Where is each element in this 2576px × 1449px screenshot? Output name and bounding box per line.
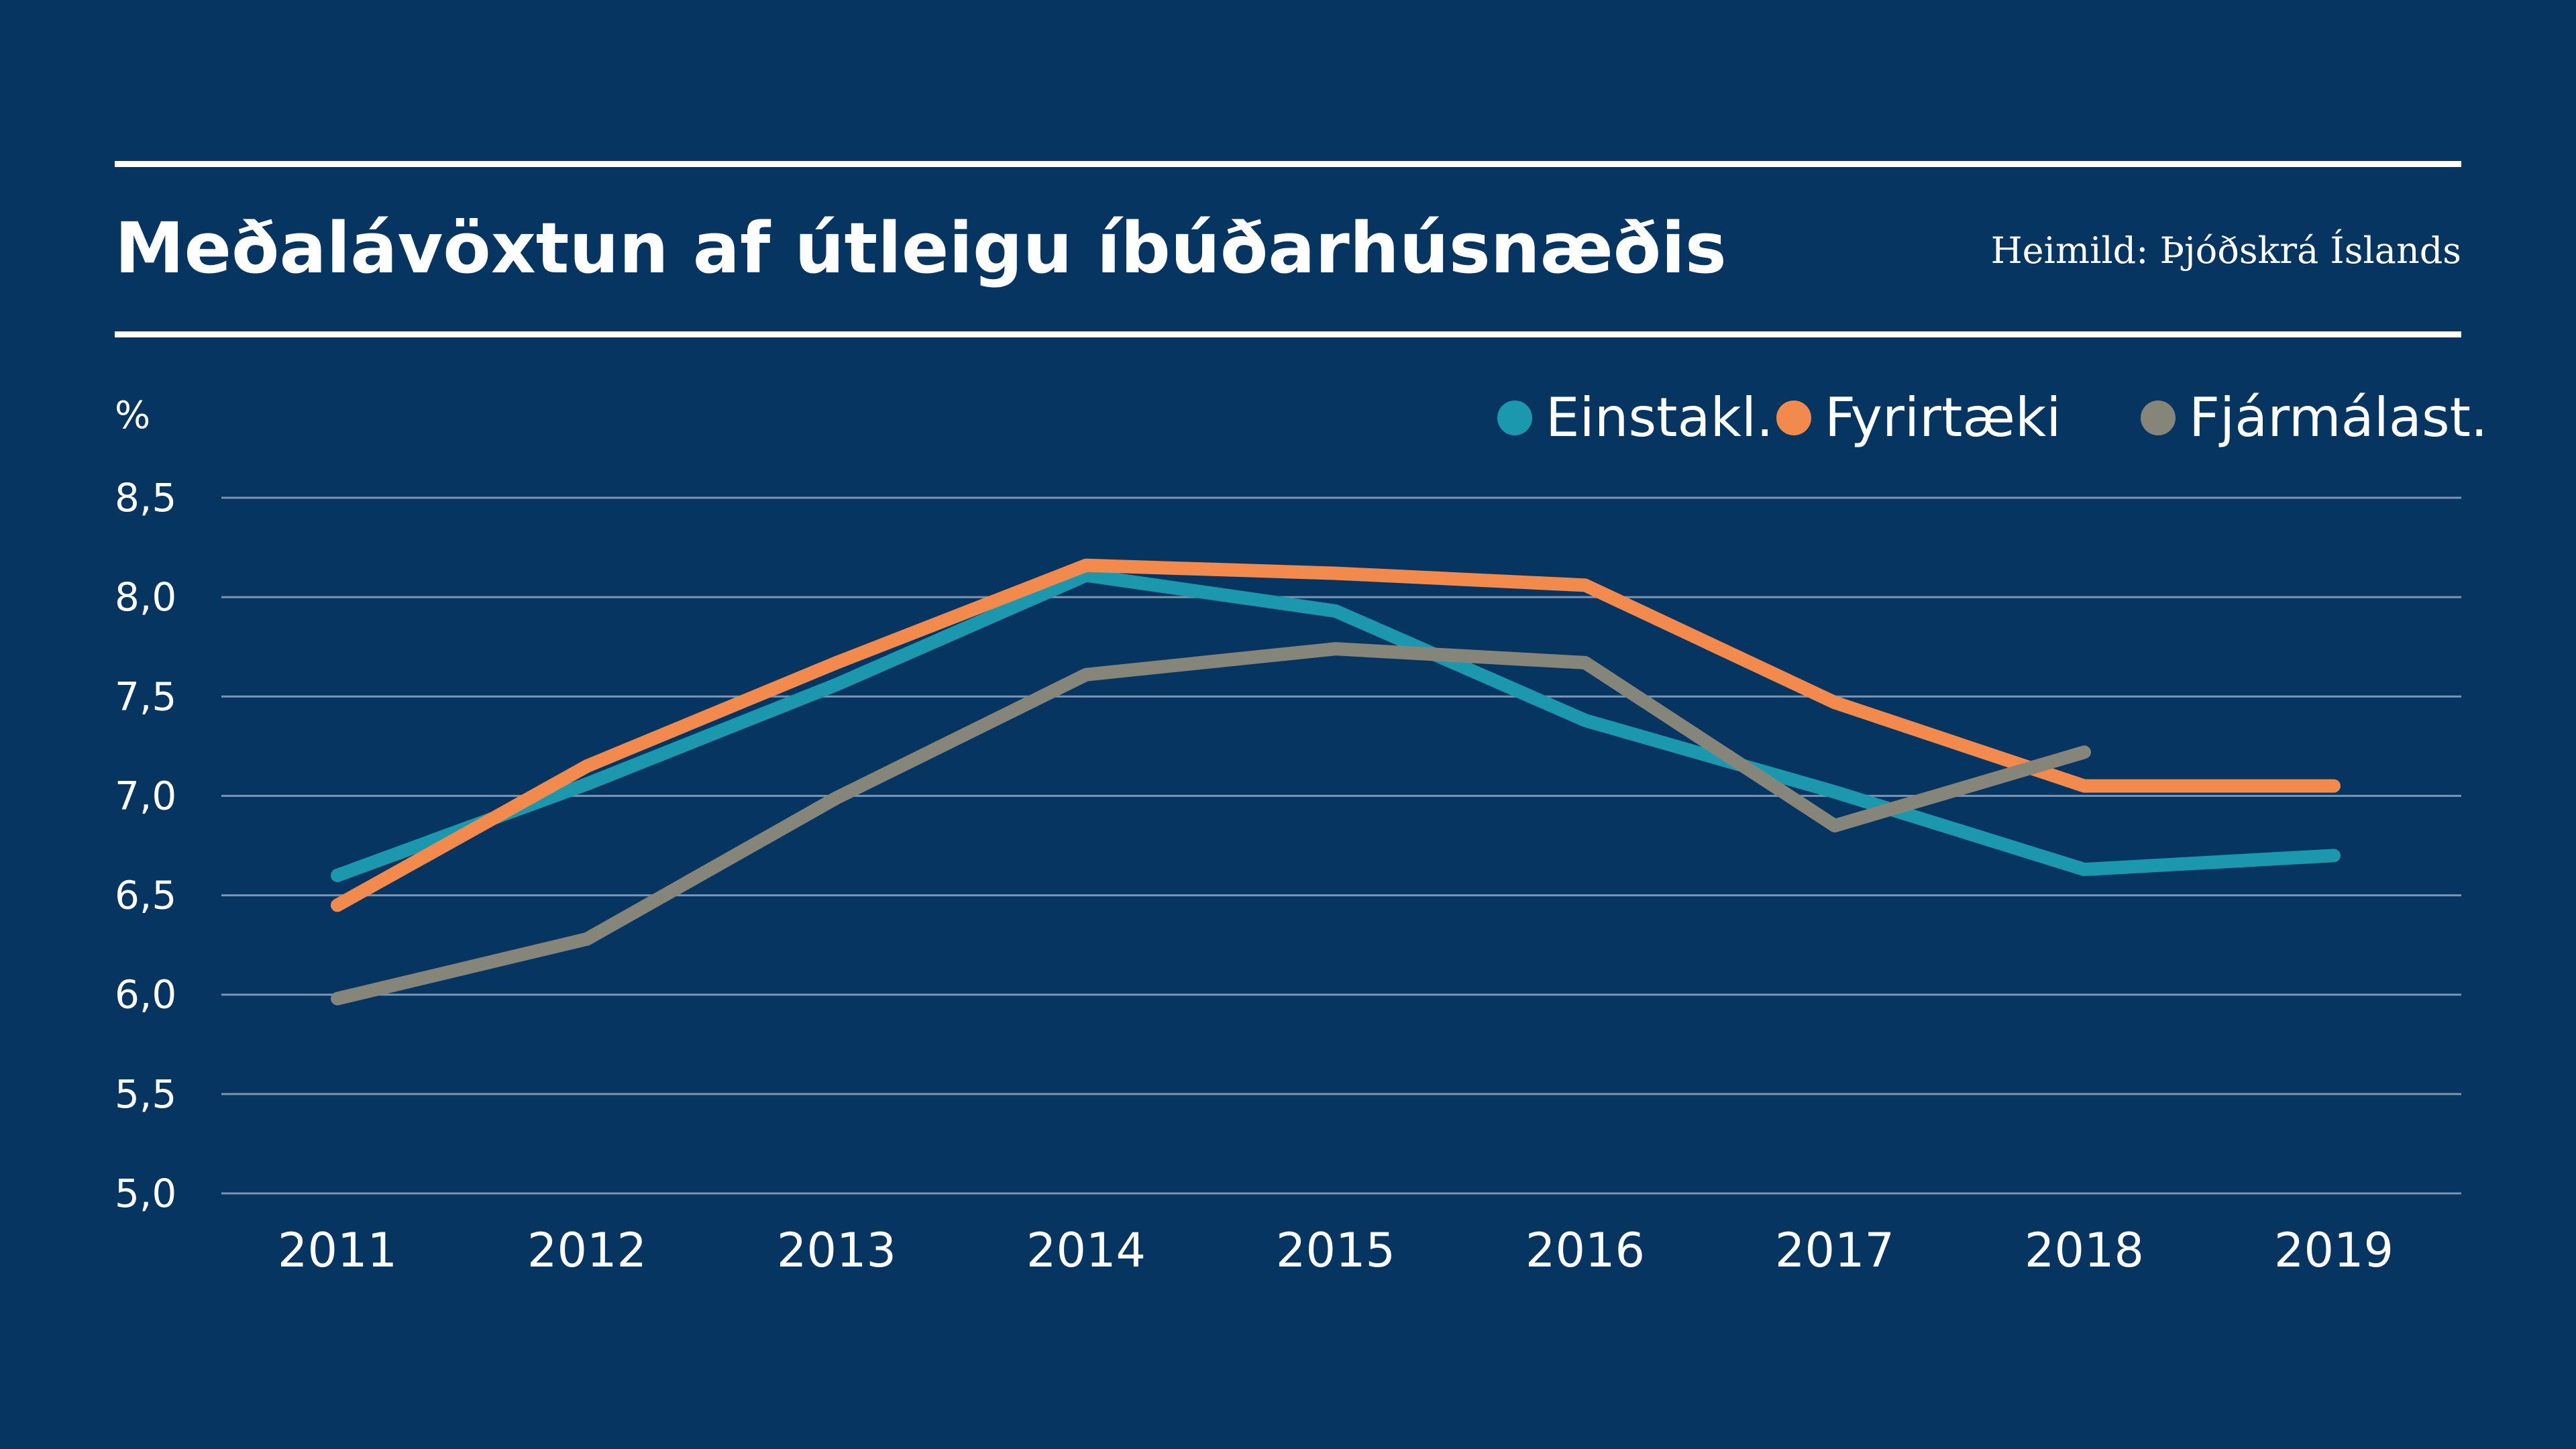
x-tick-label: 2012 [527,1223,647,1278]
legend: Einstakl. Fyrirtæki Fjármálast. [1497,386,2487,449]
x-tick-label: 2016 [1525,1223,1645,1278]
series-line-fj-rm-last- [331,642,2091,1006]
header-top-rule [115,161,2461,167]
x-axis-ticks: 2011 2012 2013 2014 2015 2016 2017 2018 2019 [278,1223,2394,1278]
x-tick-label: 2018 [2025,1223,2144,1278]
header-bottom-rule [115,331,2461,337]
legend-marker [1497,400,1532,435]
series-lines [331,558,2341,1006]
chart-title: Meðalávöxtun af útleigu íbúðarhúsnæðis [115,207,1727,289]
y-tick-label: 6,5 [115,873,176,918]
y-tick-label: 8,0 [115,574,176,620]
x-tick-label: 2013 [777,1223,896,1278]
y-tick-label: 5,0 [115,1171,176,1216]
y-tick-label: 8,5 [115,475,176,521]
x-tick-label: 2019 [2274,1223,2394,1278]
y-axis-ticks: 5,0 5,5 6,0 6,5 7,0 7,5 8,0 8,5 [115,475,176,1216]
legend-marker [1776,400,1811,435]
x-tick-label: 2014 [1026,1223,1146,1278]
x-tick-label: 2011 [278,1223,397,1278]
y-tick-label: 7,5 [115,674,176,719]
legend-label: Fyrirtæki [1825,386,2061,449]
y-tick-label: 5,5 [115,1071,176,1117]
y-tick-label: 6,0 [115,972,176,1018]
gridlines [221,496,2461,1195]
x-tick-label: 2015 [1276,1223,1395,1278]
y-axis-unit-label: % [115,394,150,437]
series-line-fyrirt-ki [331,558,2341,912]
legend-label: Fjármálast. [2189,386,2487,449]
source-note: Heimild: Þjóðskrá Íslands [1990,229,2461,272]
legend-marker [2141,400,2176,435]
y-tick-label: 7,0 [115,773,176,818]
legend-label: Einstakl. [1546,386,1774,449]
x-tick-label: 2017 [1775,1223,1894,1278]
series-line-einstakl- [331,568,2341,882]
